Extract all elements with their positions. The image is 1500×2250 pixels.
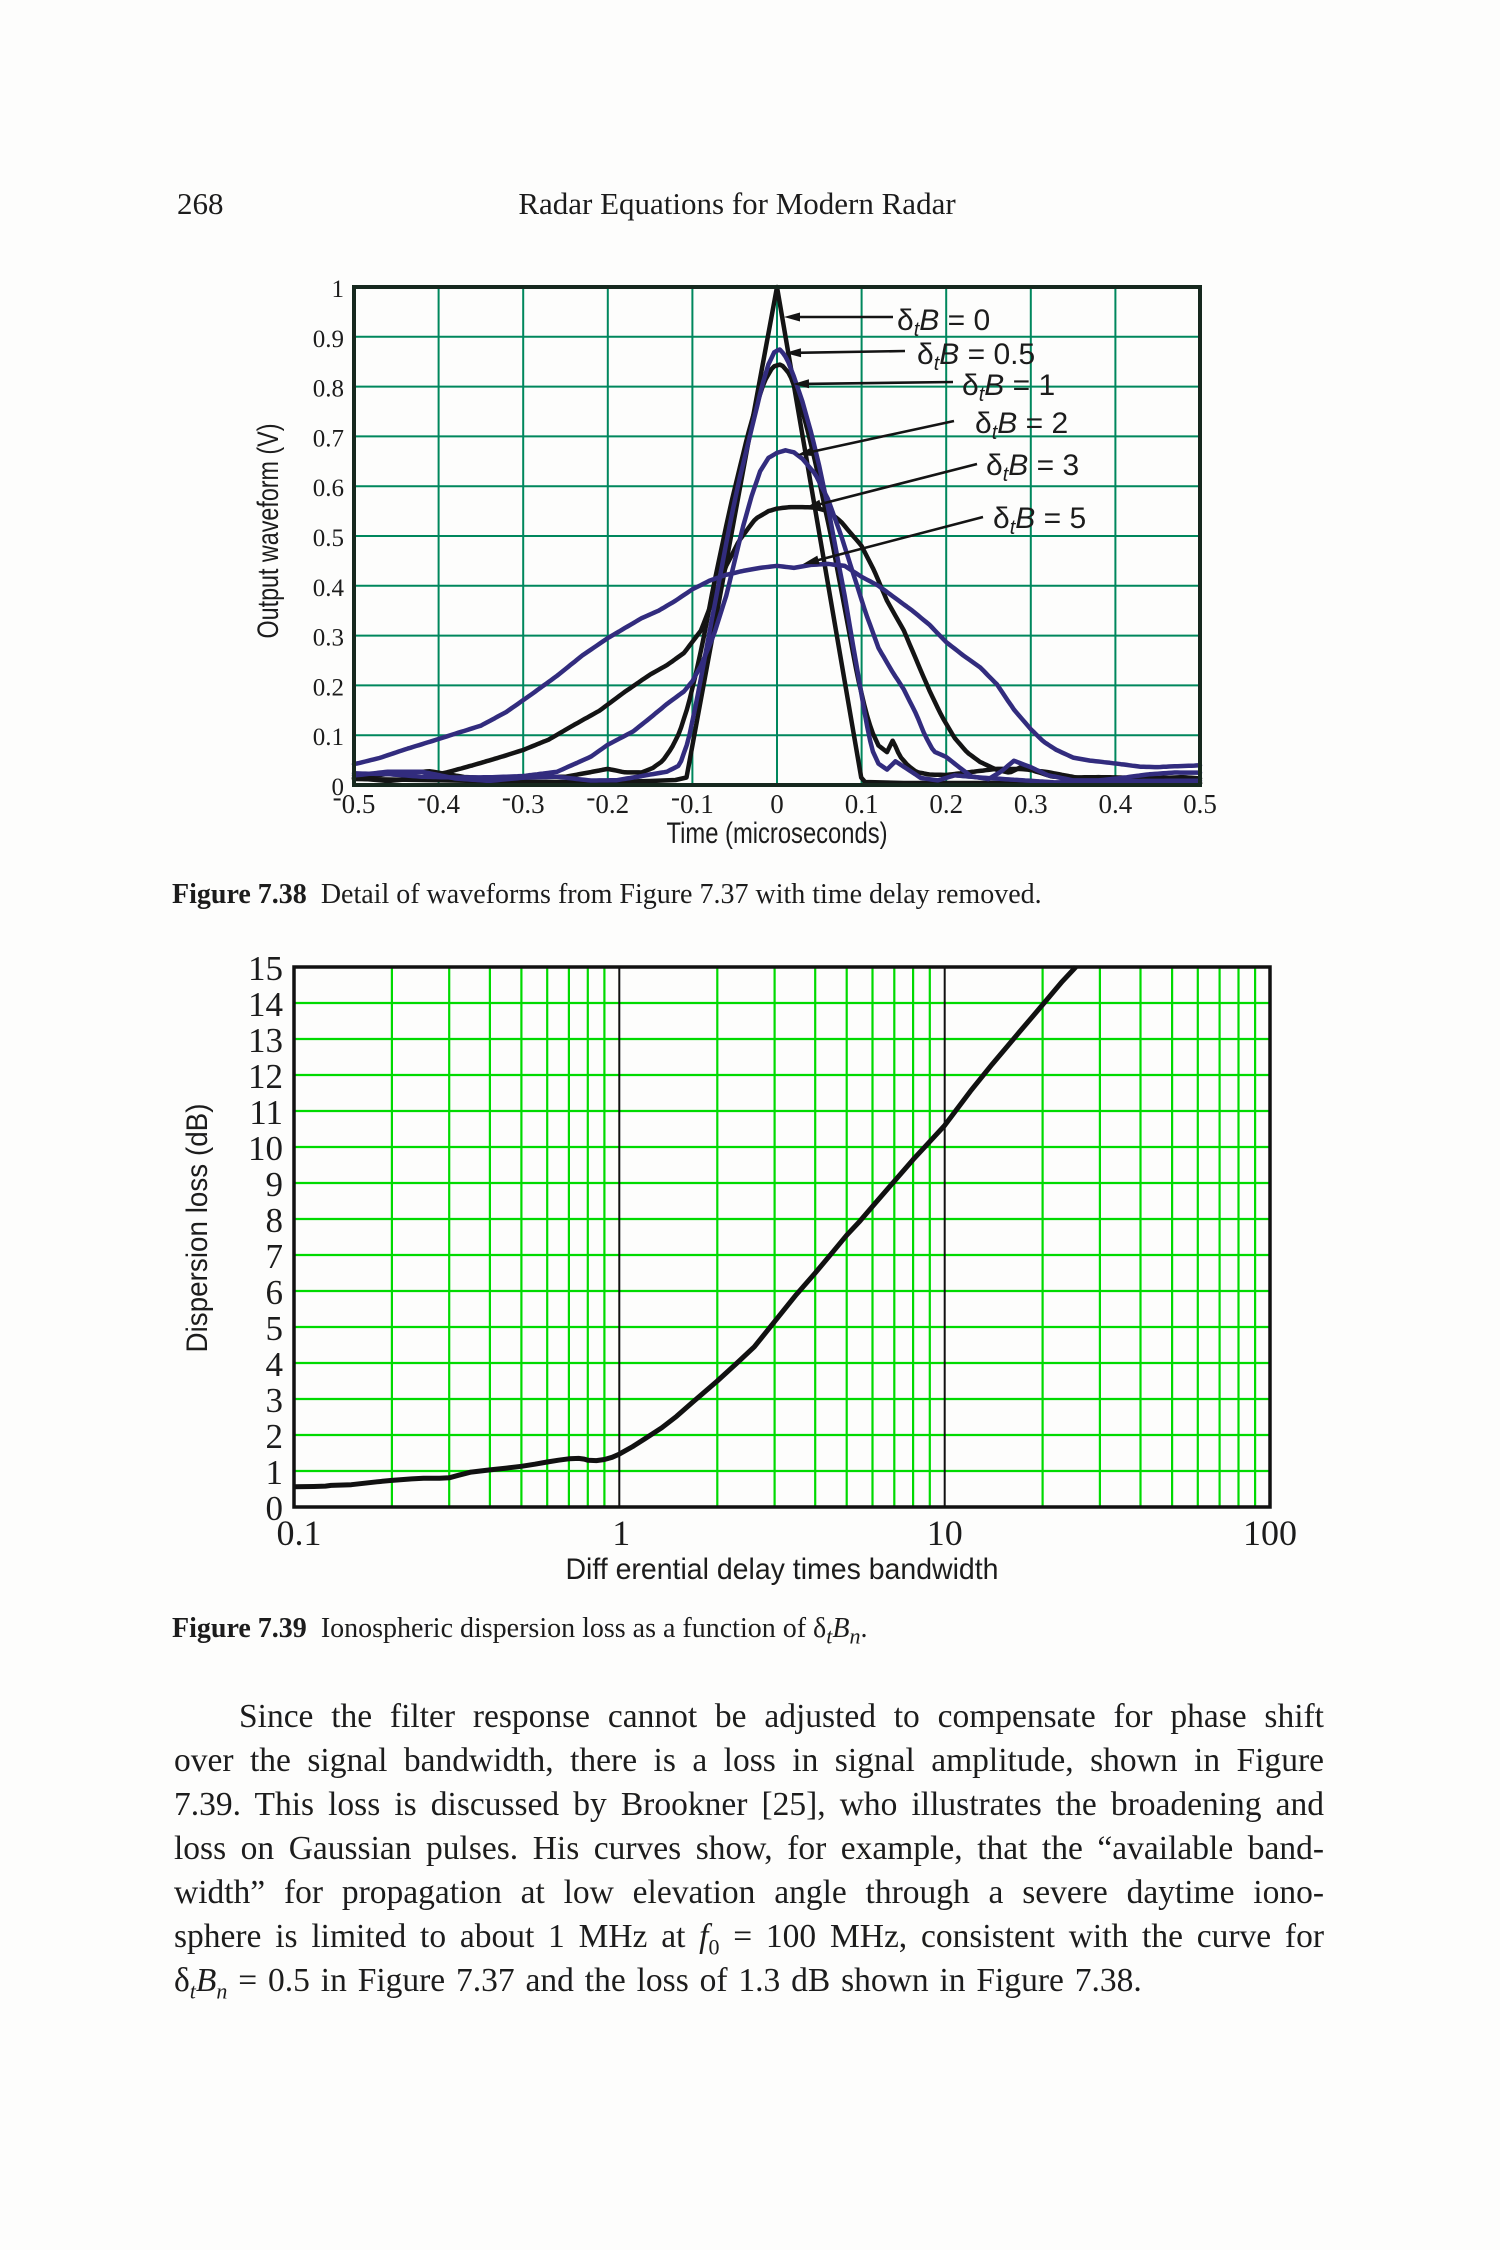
svg-text:14: 14: [248, 985, 283, 1024]
svg-text:0.1: 0.1: [845, 789, 879, 819]
svg-text:-0.3: -0.3: [502, 782, 545, 819]
svg-text:δtB = 1: δtB = 1: [962, 369, 1055, 406]
svg-text:3: 3: [266, 1381, 284, 1420]
svg-text:7: 7: [266, 1237, 284, 1276]
svg-text:1: 1: [266, 1453, 284, 1492]
svg-text:δtB = 3: δtB = 3: [986, 449, 1079, 486]
svg-text:0.1: 0.1: [277, 1513, 322, 1553]
svg-text:Time (microseconds): Time (microseconds): [667, 817, 888, 850]
svg-text:12: 12: [248, 1057, 283, 1096]
svg-text:10: 10: [927, 1513, 963, 1553]
svg-text:1: 1: [332, 276, 345, 303]
svg-text:0.5: 0.5: [1183, 789, 1217, 819]
svg-text:Diff erential delay times band: Diff erential delay times bandwidth: [566, 1553, 999, 1586]
svg-text:-0.2: -0.2: [586, 782, 629, 819]
svg-text:13: 13: [248, 1021, 283, 1060]
svg-text:100: 100: [1243, 1513, 1297, 1553]
svg-text:0.4: 0.4: [313, 575, 345, 602]
svg-text:11: 11: [249, 1093, 283, 1132]
svg-text:0.4: 0.4: [1099, 789, 1133, 819]
svg-text:0.6: 0.6: [313, 475, 344, 502]
svg-text:8: 8: [266, 1201, 284, 1240]
svg-text:0.9: 0.9: [313, 326, 344, 353]
svg-text:0.2: 0.2: [313, 674, 344, 701]
svg-text:0: 0: [266, 1489, 284, 1528]
svg-text:δtB = 0.5: δtB = 0.5: [917, 338, 1035, 375]
svg-text:δtB = 5: δtB = 5: [993, 502, 1086, 539]
svg-text:-0.1: -0.1: [671, 782, 714, 819]
svg-text:5: 5: [266, 1309, 284, 1348]
svg-text:0.2: 0.2: [929, 789, 963, 819]
svg-text:0: 0: [332, 774, 345, 801]
svg-text:0.3: 0.3: [313, 625, 344, 652]
svg-text:10: 10: [248, 1129, 283, 1168]
svg-text:9: 9: [266, 1165, 284, 1204]
svg-text:15: 15: [248, 949, 283, 988]
svg-text:0.1: 0.1: [313, 724, 344, 751]
svg-text:0.7: 0.7: [313, 425, 344, 452]
svg-text:Output waveform (V): Output waveform (V): [252, 424, 285, 639]
svg-text:δtB = 2: δtB = 2: [975, 407, 1068, 444]
svg-text:0: 0: [770, 789, 784, 819]
svg-text:Dispersion loss (dB): Dispersion loss (dB): [181, 1104, 214, 1353]
svg-text:δtB = 0: δtB = 0: [897, 304, 990, 341]
svg-text:-0.5: -0.5: [333, 782, 376, 819]
svg-text:-0.4: -0.4: [417, 782, 460, 819]
svg-text:4: 4: [266, 1345, 284, 1384]
svg-text:0.8: 0.8: [313, 376, 344, 403]
svg-text:0.3: 0.3: [1014, 789, 1048, 819]
svg-text:6: 6: [266, 1273, 284, 1312]
svg-text:2: 2: [266, 1417, 284, 1456]
svg-text:0.5: 0.5: [313, 525, 344, 552]
svg-text:1: 1: [612, 1513, 630, 1553]
